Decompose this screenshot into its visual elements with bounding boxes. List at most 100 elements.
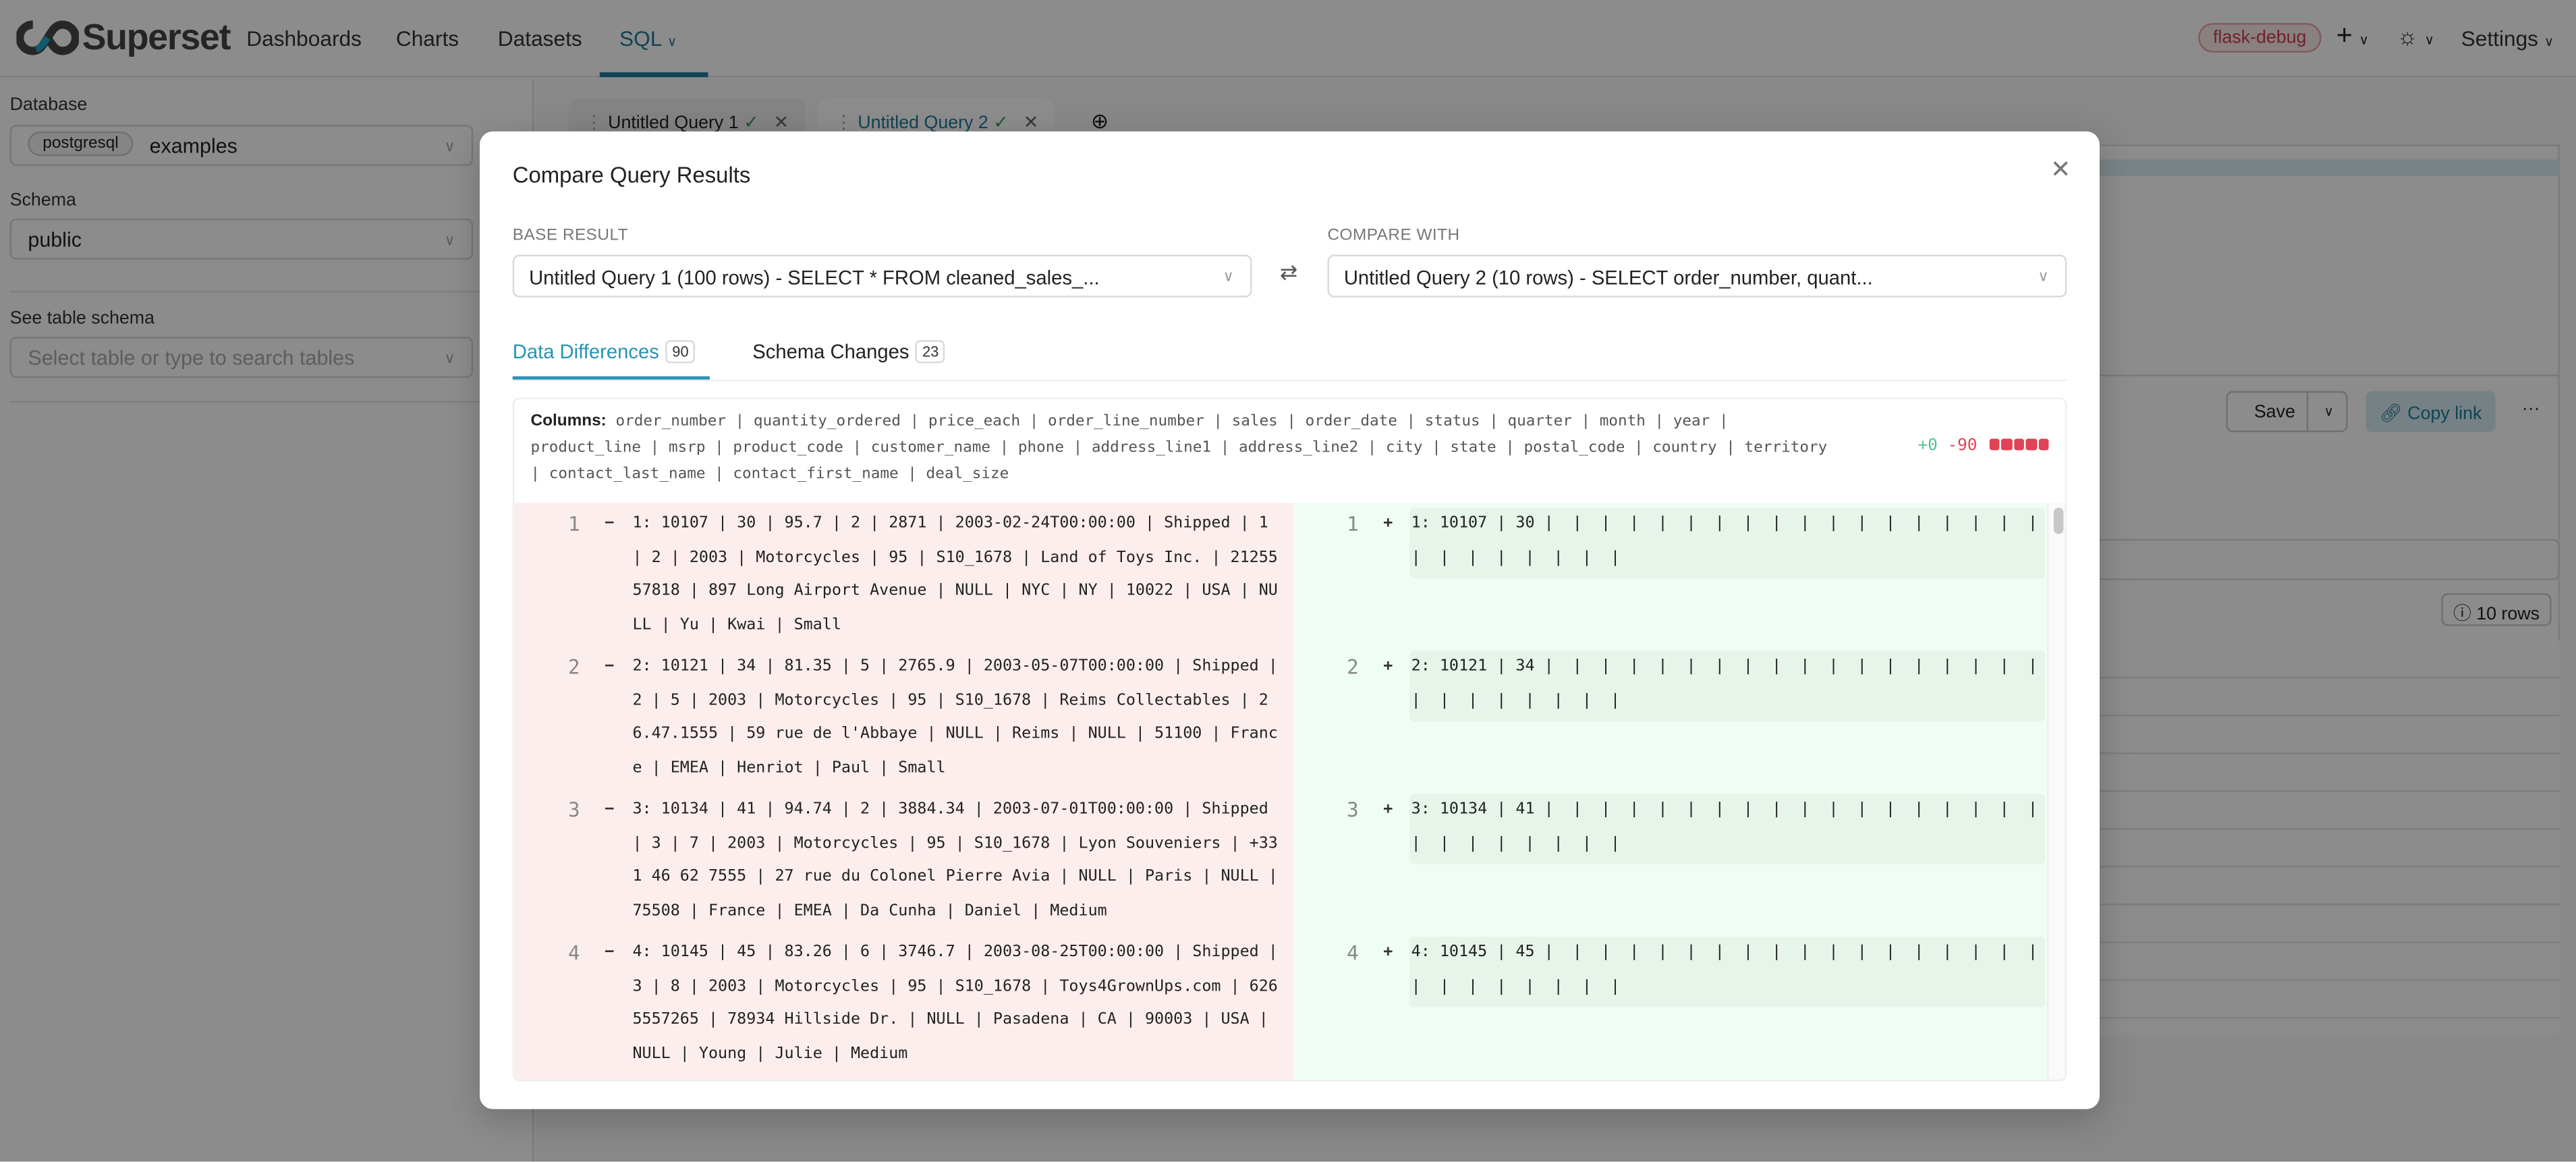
tab-label: Data Differences	[512, 340, 659, 364]
close-icon[interactable]: ✕	[773, 113, 789, 134]
nav-sql[interactable]: SQL ∨	[619, 26, 677, 51]
diff-ratio-bar	[1987, 437, 2049, 455]
removed-row-text: 1: 10107 | 30 | 95.7 | 2 | 2871 | 2003-0…	[632, 514, 1278, 634]
nav-dashboards[interactable]: Dashboards	[246, 26, 362, 51]
plus-icon: +	[1383, 800, 1393, 819]
database-value: examples	[149, 134, 237, 158]
base-result-select[interactable]: Untitled Query 1 (100 rows) - SELECT * F…	[512, 254, 1252, 298]
brand-name[interactable]: Superset	[82, 16, 231, 58]
removed-row-text: 3: 10134 | 41 | 94.74 | 2 | 3884.34 | 20…	[632, 800, 1287, 920]
database-engine-tag: postgresql	[28, 131, 134, 157]
rows-count-badge: ⓘ 10 rows	[2441, 593, 2552, 626]
diff-ratio-block	[2013, 439, 2024, 451]
settings-label: Settings	[2461, 26, 2539, 51]
sidebar: Database postgresql examples ∨ Schema pu…	[0, 78, 534, 1162]
base-result-value: Untitled Query 1 (100 rows) - SELECT * F…	[529, 266, 1100, 289]
success-check-icon: ✓	[744, 113, 759, 134]
nav-charts[interactable]: Charts	[395, 26, 459, 51]
more-options-icon[interactable]: ···	[2521, 399, 2540, 419]
minus-icon: −	[605, 514, 615, 532]
save-label: Save	[2253, 402, 2295, 422]
tab-count-badge: 23	[916, 340, 946, 364]
save-button[interactable]: Save ∨	[2226, 391, 2349, 433]
plus-icon: +	[1383, 657, 1393, 675]
drag-handle-icon: ⋮	[584, 113, 609, 134]
chevron-down-icon: ∨	[667, 34, 677, 50]
line-number: 1	[1347, 512, 1359, 536]
diff-ratio-block	[2000, 439, 2012, 451]
minus-icon: −	[605, 943, 615, 962]
tab-label: Schema Changes	[752, 340, 909, 364]
swap-icon[interactable]: ⇄	[1279, 259, 1298, 285]
columns-list: Columns: order_number | quantity_ordered…	[531, 409, 1829, 488]
chevron-down-icon: ∨	[1223, 267, 1234, 285]
query-tab-label: Untitled Query 1	[608, 113, 739, 134]
tab-schema-changes[interactable]: Schema Changes 23	[752, 340, 946, 364]
tabs-divider	[512, 379, 2067, 381]
columns-label: Columns:	[530, 412, 607, 431]
diff-ratio-block	[2038, 439, 2049, 451]
chevron-down-icon: ∨	[2359, 32, 2369, 48]
tab-count-badge: 90	[665, 340, 696, 364]
settings-menu[interactable]: Settings ∨	[2461, 26, 2554, 51]
compare-with-label: COMPARE WITH	[1327, 227, 1460, 245]
removed-count: -90	[1947, 437, 1978, 455]
diff-viewer: Columns: order_number | quantity_ordered…	[512, 397, 2067, 1082]
diff-ratio-block	[1988, 439, 2000, 451]
added-pane: 1 +1: 10107 | 30 | | | | | | | | | | | | …	[1293, 503, 2048, 1080]
schema-value: public	[28, 228, 82, 252]
chevron-down-icon: ∨	[2038, 267, 2049, 285]
line-number: 4	[567, 941, 580, 965]
columns-values: order_number | quantity_ordered | price_…	[530, 412, 1828, 483]
divider	[9, 401, 532, 403]
success-check-icon: ✓	[993, 113, 1009, 134]
added-row-text: 1: 10107 | 30 | | | | | | | | | | | | | …	[1409, 507, 2046, 579]
scrollbar-thumb[interactable]	[2053, 507, 2064, 534]
table-search-placeholder: Select table or type to search tables	[28, 346, 355, 370]
tab-data-differences[interactable]: Data Differences 90	[512, 340, 696, 364]
compare-with-select[interactable]: Untitled Query 2 (10 rows) - SELECT orde…	[1327, 254, 2067, 298]
superset-logo-icon	[16, 20, 79, 55]
schema-select[interactable]: public ∨	[9, 218, 474, 260]
line-number: 2	[567, 655, 580, 679]
database-select[interactable]: postgresql examples ∨	[9, 125, 474, 166]
database-label: Database	[9, 95, 88, 115]
plus-icon[interactable]: + ∨	[2336, 20, 2369, 51]
divider	[9, 290, 532, 293]
close-icon[interactable]: ✕	[1023, 113, 1039, 134]
nav-datasets[interactable]: Datasets	[497, 26, 582, 51]
nav-active-indicator	[599, 72, 708, 78]
plus-icon: +	[1383, 943, 1393, 962]
added-row-text: 4: 10145 | 45 | | | | | | | | | | | | | …	[1409, 936, 2046, 1007]
removed-row-text: 4: 10145 | 45 | 83.26 | 6 | 3746.7 | 200…	[632, 943, 1287, 1063]
modal-title: Compare Query Results	[512, 163, 751, 188]
chevron-down-icon: ∨	[444, 350, 455, 367]
chevron-down-icon: ∨	[2424, 32, 2434, 48]
diff-summary: +0 -90	[1917, 437, 2049, 455]
line-number: 2	[1347, 655, 1359, 679]
minus-icon: −	[605, 800, 615, 819]
add-tab-icon[interactable]: ⊕	[1090, 108, 1109, 134]
active-tab-indicator	[512, 376, 710, 380]
compare-with-value: Untitled Query 2 (10 rows) - SELECT orde…	[1343, 266, 1873, 289]
line-number: 3	[567, 798, 580, 822]
diff-ratio-block	[2025, 439, 2037, 451]
chevron-down-icon: ∨	[2544, 34, 2554, 50]
minus-icon: −	[605, 657, 615, 675]
env-badge: flask-debug	[2198, 23, 2322, 53]
scrollbar[interactable]	[2047, 503, 2065, 1080]
removed-pane: 1−1: 10107 | 30 | 95.7 | 2 | 2871 | 2003…	[514, 503, 1293, 1080]
chevron-down-icon: ∨	[444, 138, 455, 155]
base-result-label: BASE RESULT	[512, 227, 629, 245]
line-number: 4	[1347, 941, 1359, 965]
theme-sun-icon[interactable]: ☼ ∨	[2397, 23, 2434, 50]
link-icon: 🔗︎	[2379, 404, 2403, 424]
drag-handle-icon: ⋮	[834, 113, 858, 134]
table-search-select[interactable]: Select table or type to search tables ∨	[9, 337, 474, 379]
copy-link-label: Copy link	[2407, 404, 2482, 424]
removed-row-text: 2: 10121 | 34 | 81.35 | 5 | 2765.9 | 200…	[632, 657, 1287, 777]
added-count: +0	[1917, 437, 1938, 455]
close-icon[interactable]: ✕	[2050, 156, 2071, 184]
copy-link-button[interactable]: 🔗︎ Copy link	[2365, 391, 2496, 433]
chevron-down-icon[interactable]: ∨	[2306, 392, 2349, 431]
